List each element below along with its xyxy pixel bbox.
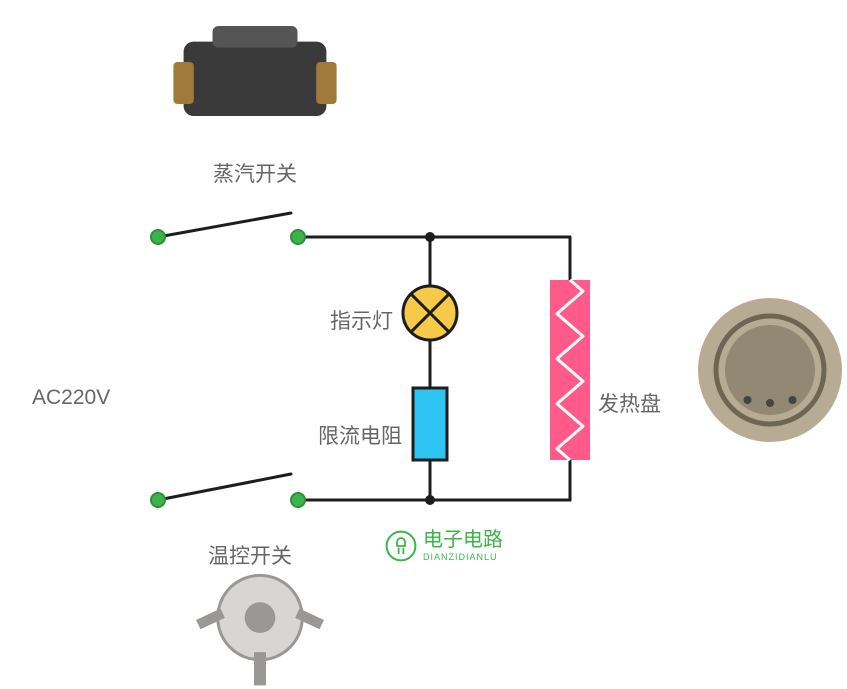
photo-steam-switch (170, 20, 340, 140)
photo-thermostat (185, 560, 335, 688)
watermark: 电子电路 DIANZIDIANLU (385, 530, 503, 562)
watermark-sub: DIANZIDIANLU (423, 553, 503, 562)
circuit-diagram-root: 蒸汽开关 AC220V 指示灯 限流电阻 发热盘 温控开关 电子电路 DIANZ… (0, 0, 847, 689)
watermark-text: 电子电路 DIANZIDIANLU (423, 530, 503, 562)
label-steam-switch: 蒸汽开关 (213, 158, 297, 188)
photo-heating-plate (695, 295, 845, 445)
label-indicator-lamp: 指示灯 (330, 305, 393, 335)
watermark-icon (385, 530, 417, 562)
label-ac-source: AC220V (32, 386, 110, 410)
watermark-main: 电子电路 (423, 530, 503, 550)
label-heating-plate: 发热盘 (598, 388, 661, 418)
label-limiting-resistor: 限流电阻 (318, 420, 402, 450)
